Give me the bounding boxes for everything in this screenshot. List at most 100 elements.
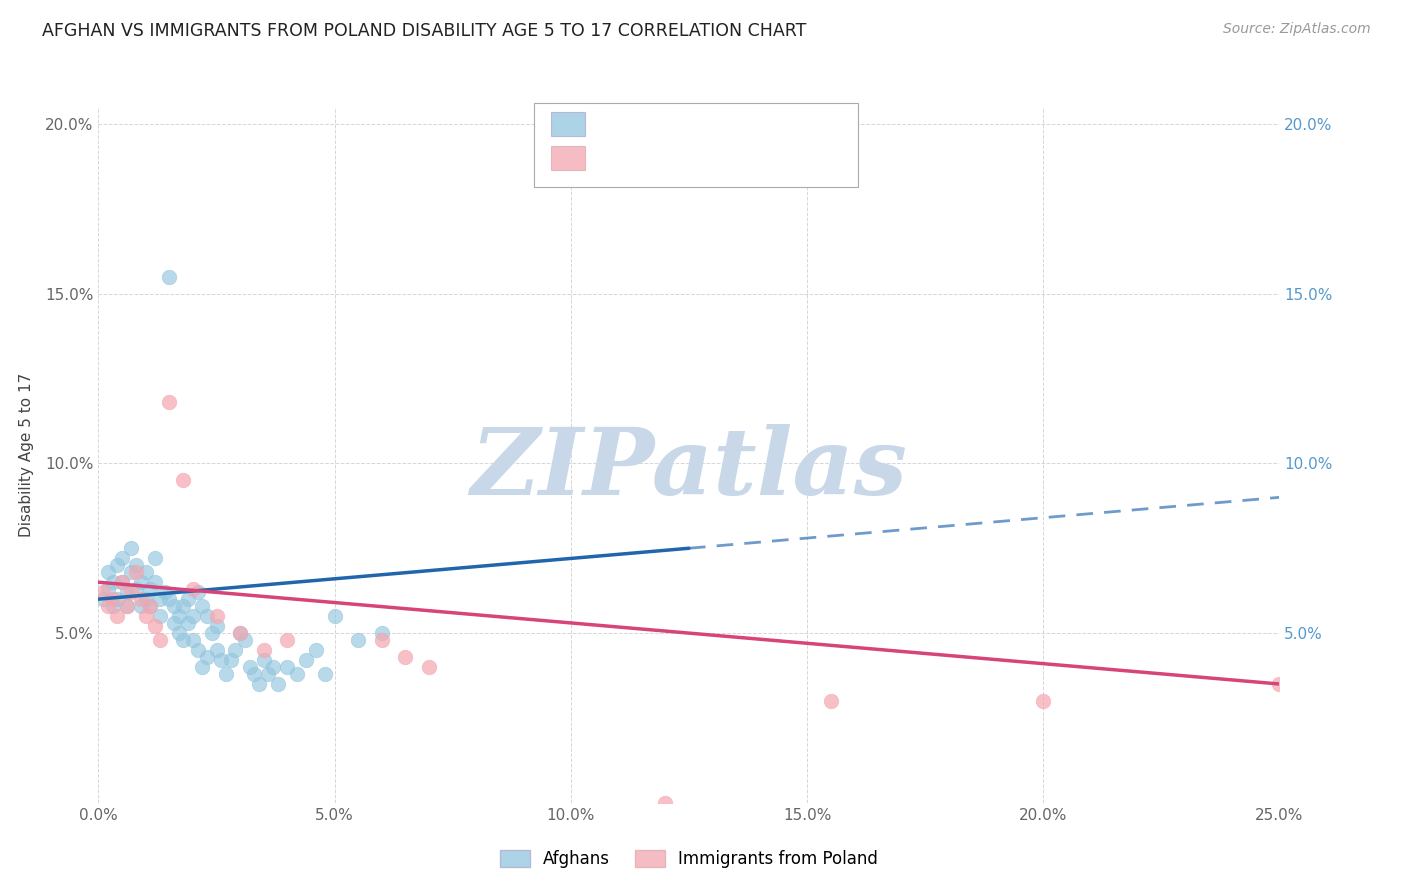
- Point: [157, 395, 180, 409]
- Text: 68: 68: [766, 114, 787, 129]
- Y-axis label: Disability Age 5 to 17: Disability Age 5 to 17: [20, 373, 34, 537]
- Point: [125, 565, 148, 579]
- Point: [262, 660, 284, 674]
- Point: [191, 660, 214, 674]
- Point: [418, 660, 440, 674]
- Point: [143, 551, 166, 566]
- Point: [195, 649, 218, 664]
- Point: [323, 609, 346, 624]
- Point: [121, 585, 143, 599]
- Point: [305, 643, 328, 657]
- Point: [125, 558, 148, 573]
- Point: [257, 666, 280, 681]
- Point: [121, 565, 143, 579]
- Point: [149, 592, 172, 607]
- Point: [97, 565, 120, 579]
- Point: [149, 609, 172, 624]
- Point: [285, 666, 308, 681]
- Point: [181, 632, 204, 647]
- Point: [205, 609, 228, 624]
- Point: [205, 619, 228, 633]
- Point: [153, 585, 176, 599]
- Point: [243, 666, 266, 681]
- Point: [209, 653, 232, 667]
- Point: [229, 626, 252, 640]
- Point: [253, 643, 276, 657]
- Point: [91, 592, 114, 607]
- Point: [135, 565, 157, 579]
- Point: [105, 558, 128, 573]
- Text: AFGHAN VS IMMIGRANTS FROM POLAND DISABILITY AGE 5 TO 17 CORRELATION CHART: AFGHAN VS IMMIGRANTS FROM POLAND DISABIL…: [42, 22, 807, 40]
- Point: [371, 626, 394, 640]
- Point: [394, 649, 416, 664]
- Point: [101, 592, 124, 607]
- Point: [205, 643, 228, 657]
- Text: N =: N =: [710, 148, 754, 163]
- Text: -0.322: -0.322: [641, 148, 696, 163]
- Point: [111, 575, 134, 590]
- Text: R =: R =: [595, 114, 633, 129]
- Point: [371, 632, 394, 647]
- Point: [820, 694, 842, 708]
- Point: [347, 632, 370, 647]
- Point: [177, 615, 200, 630]
- Point: [191, 599, 214, 613]
- Point: [143, 619, 166, 633]
- Point: [139, 599, 162, 613]
- Point: [172, 632, 194, 647]
- Point: [97, 582, 120, 596]
- Text: R =: R =: [595, 148, 628, 163]
- Point: [167, 626, 190, 640]
- Point: [167, 609, 190, 624]
- Point: [224, 643, 246, 657]
- Point: [219, 653, 242, 667]
- Legend: Afghans, Immigrants from Poland: Afghans, Immigrants from Poland: [494, 843, 884, 874]
- Point: [115, 599, 138, 613]
- Point: [157, 592, 180, 607]
- Text: N =: N =: [710, 114, 754, 129]
- Point: [101, 599, 124, 613]
- Point: [177, 592, 200, 607]
- Point: [195, 609, 218, 624]
- Point: [229, 626, 252, 640]
- Point: [149, 632, 172, 647]
- Point: [105, 592, 128, 607]
- Point: [267, 677, 290, 691]
- Point: [143, 575, 166, 590]
- Point: [247, 677, 270, 691]
- Point: [139, 599, 162, 613]
- Point: [105, 609, 128, 624]
- Text: ZIPatlas: ZIPatlas: [471, 424, 907, 514]
- Point: [276, 660, 298, 674]
- Point: [121, 541, 143, 556]
- Point: [201, 626, 224, 640]
- Point: [115, 585, 138, 599]
- Point: [215, 666, 238, 681]
- Point: [129, 575, 152, 590]
- Point: [125, 582, 148, 596]
- Point: [129, 599, 152, 613]
- Point: [181, 609, 204, 624]
- Point: [115, 599, 138, 613]
- Point: [163, 599, 186, 613]
- Point: [135, 592, 157, 607]
- Point: [157, 269, 180, 284]
- Point: [163, 615, 186, 630]
- Point: [314, 666, 336, 681]
- Text: 27: 27: [766, 148, 787, 163]
- Text: 0.103: 0.103: [648, 114, 696, 129]
- Point: [187, 585, 209, 599]
- Point: [139, 582, 162, 596]
- Point: [129, 592, 152, 607]
- Point: [111, 551, 134, 566]
- Point: [97, 599, 120, 613]
- Point: [654, 796, 676, 810]
- Point: [91, 585, 114, 599]
- Point: [1268, 677, 1291, 691]
- Point: [295, 653, 318, 667]
- Point: [111, 575, 134, 590]
- Point: [1032, 694, 1054, 708]
- Point: [172, 599, 194, 613]
- Point: [172, 474, 194, 488]
- Point: [135, 609, 157, 624]
